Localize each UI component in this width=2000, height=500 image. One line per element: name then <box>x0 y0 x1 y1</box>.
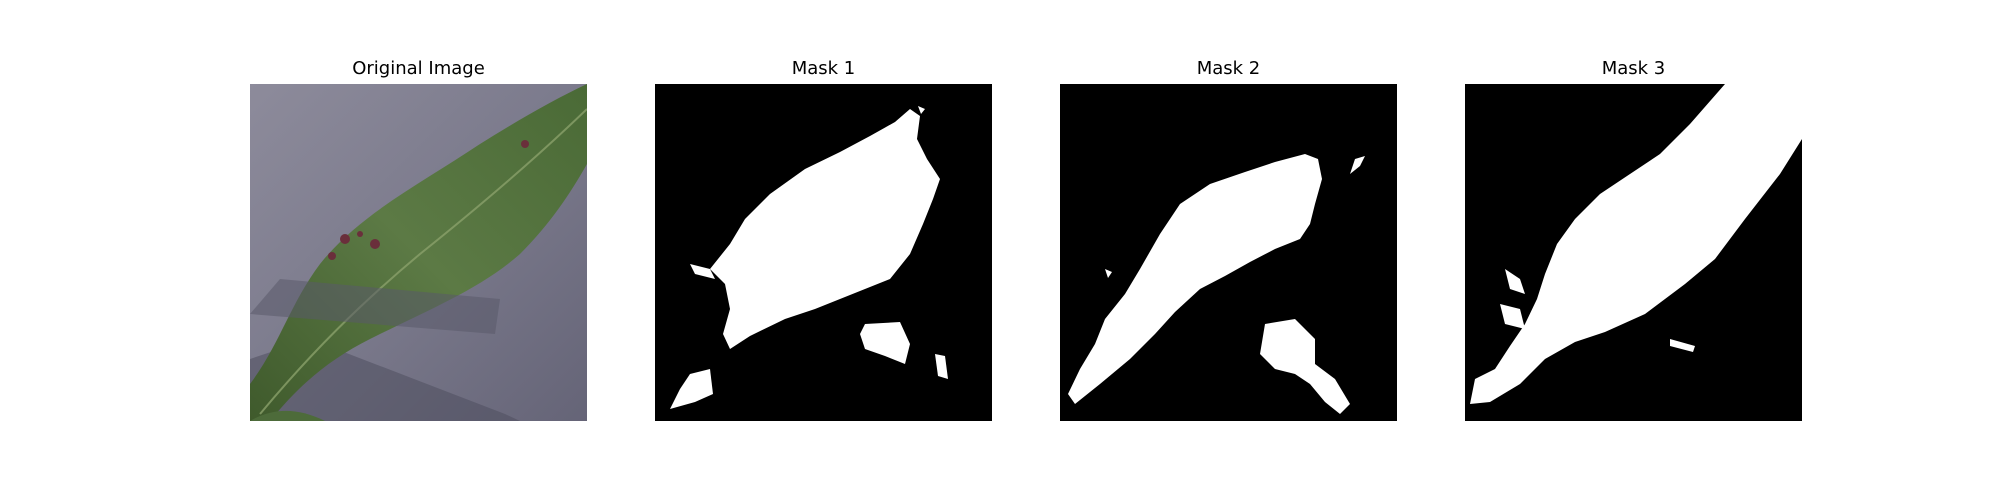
mask-foreground <box>1068 154 1365 414</box>
overlay-strip <box>250 279 500 334</box>
leaf-midrib <box>259 108 587 415</box>
lesion-spot <box>328 252 336 260</box>
panel-title: Mask 1 <box>791 58 856 79</box>
panel-title: Mask 2 <box>1196 58 1261 79</box>
mask-1-image <box>655 84 992 421</box>
panel-mask-1: Mask 1 <box>655 0 992 500</box>
original-leaf-photo <box>250 84 587 421</box>
panel-original-image: Original Image <box>250 0 587 500</box>
mask-foreground <box>1470 84 1802 404</box>
mask-foreground <box>670 106 948 409</box>
lesion-spot <box>370 239 380 249</box>
panel-title: Original Image <box>352 58 485 79</box>
panel-mask-2: Mask 2 <box>1060 0 1397 500</box>
mask-2-image <box>1060 84 1397 421</box>
lesion-spot <box>357 231 363 237</box>
leaf-fragment <box>250 410 325 421</box>
lesion-spot <box>521 140 529 148</box>
panel-title: Mask 3 <box>1601 58 1666 79</box>
mask-3-image <box>1465 84 1802 421</box>
panel-mask-3: Mask 3 <box>1465 0 1802 500</box>
lesion-spot <box>340 234 350 244</box>
leaf <box>250 84 587 421</box>
